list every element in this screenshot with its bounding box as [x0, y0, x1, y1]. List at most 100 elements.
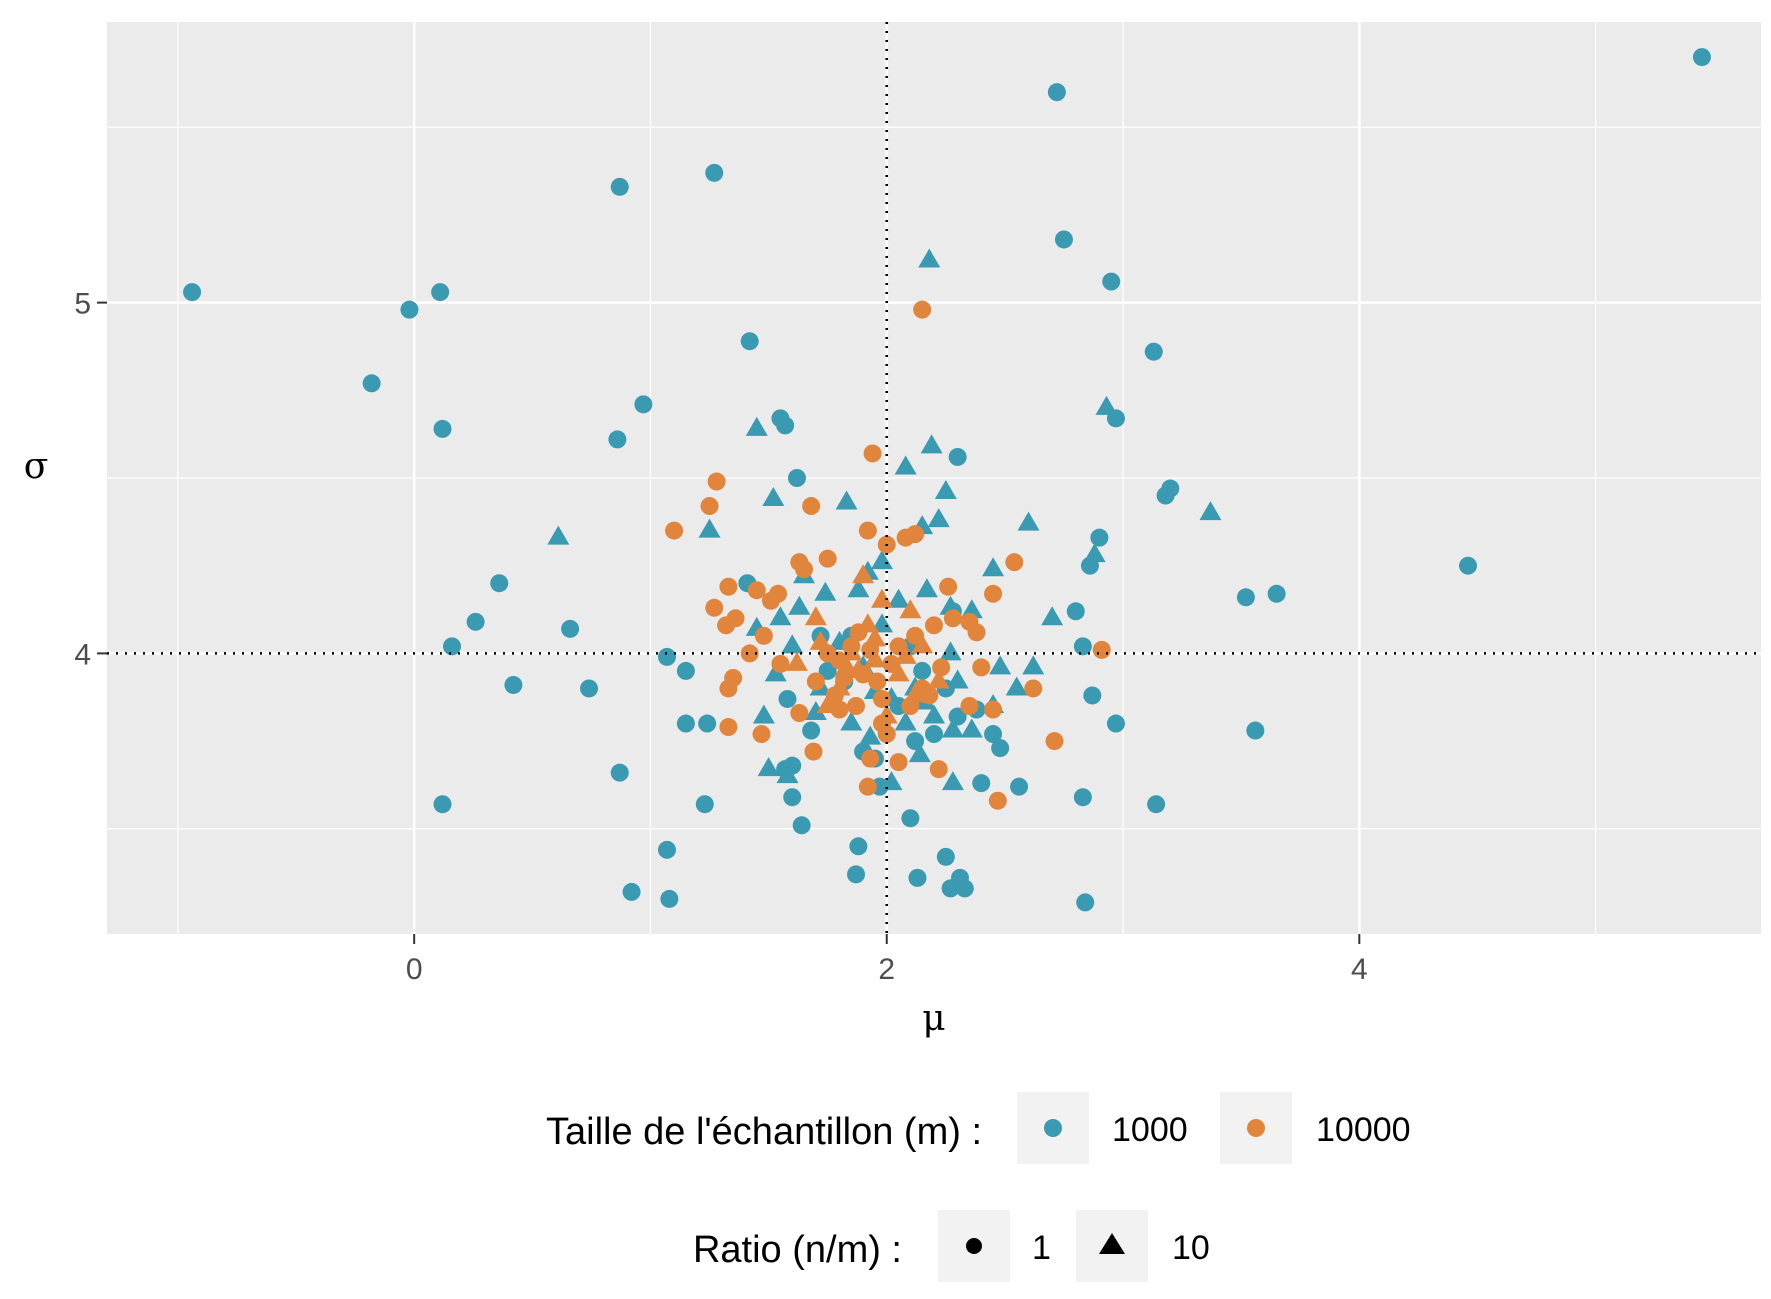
- data-point-circle: [960, 612, 979, 631]
- data-point-triangle: [847, 578, 870, 598]
- data-point-circle: [719, 718, 738, 737]
- data-point-circle: [1024, 679, 1043, 698]
- data-point-triangle: [941, 771, 964, 791]
- data-point-triangle: [785, 651, 808, 671]
- data-point-circle: [972, 774, 991, 793]
- data-point-circle: [778, 689, 797, 708]
- data-point-circle: [849, 837, 868, 856]
- data-point-triangle: [920, 434, 943, 454]
- data-point-triangle: [863, 627, 886, 647]
- data-point-circle: [1054, 230, 1073, 249]
- data-point-circle: [943, 609, 962, 628]
- data-point-triangle: [745, 416, 768, 436]
- data-point-circle: [972, 658, 991, 677]
- data-point-triangle: [894, 455, 917, 475]
- data-point-circle: [433, 419, 452, 438]
- data-point-circle: [433, 795, 452, 814]
- data-point-circle: [804, 742, 823, 761]
- data-point-circle: [1267, 584, 1286, 603]
- data-point-circle: [700, 497, 719, 516]
- data-point-circle: [740, 644, 759, 663]
- data-point-circle: [984, 725, 1003, 744]
- data-point-triangle: [788, 595, 811, 615]
- data-point-circle: [1076, 893, 1095, 912]
- data-point-circle: [806, 672, 825, 691]
- legend-key-ratio-10: [1099, 1233, 1125, 1254]
- data-point-circle: [504, 675, 523, 694]
- data-point-triangle: [1095, 395, 1118, 415]
- data-point-triangle: [816, 694, 839, 713]
- data-point-triangle: [894, 644, 917, 664]
- data-point-triangle: [934, 480, 957, 500]
- data-point-circle: [925, 616, 943, 635]
- y-tick-label: 5: [74, 288, 91, 321]
- legend-label-1000: 1000: [1112, 1111, 1188, 1149]
- data-point-circle: [1156, 486, 1175, 505]
- data-point-triangle: [814, 581, 837, 601]
- data-point-triangle: [989, 655, 1012, 675]
- data-points: [183, 48, 1711, 912]
- data-point-circle: [665, 521, 684, 540]
- data-point-triangle: [960, 718, 983, 738]
- legend-key-1000: [1044, 1119, 1062, 1137]
- data-point-triangle: [887, 588, 910, 608]
- data-point-triangle: [859, 725, 882, 745]
- y-axis-title: σ: [24, 446, 49, 487]
- data-point-circle: [868, 672, 887, 691]
- axis-ticks: 0 2 4 4 5: [74, 288, 1367, 986]
- data-point-triangle: [904, 683, 927, 703]
- minor-gridlines: [107, 22, 1761, 934]
- data-point-triangle: [804, 606, 827, 626]
- data-point-circle: [705, 598, 724, 617]
- data-point-circle: [802, 497, 821, 516]
- data-point-triangle: [911, 634, 934, 654]
- data-point-triangle: [757, 757, 780, 777]
- data-point-circle: [984, 700, 1003, 719]
- data-point-circle: [490, 574, 509, 593]
- data-point-circle: [913, 300, 932, 319]
- reference-lines: [107, 22, 1761, 934]
- data-point-triangle: [840, 711, 863, 731]
- data-point-circle: [740, 332, 759, 351]
- legend-label-ratio-1: 1: [1032, 1229, 1051, 1267]
- data-point-circle: [1090, 528, 1109, 547]
- data-point-circle: [676, 714, 695, 733]
- data-point-triangle: [939, 641, 962, 661]
- data-point-triangle: [1017, 511, 1040, 531]
- data-point-triangle: [781, 634, 804, 654]
- data-point-circle: [925, 725, 943, 744]
- data-point-circle: [754, 626, 773, 645]
- data-point-circle: [400, 300, 419, 319]
- data-point-circle: [863, 444, 882, 463]
- data-point-circle: [861, 749, 880, 768]
- data-point-circle: [1106, 714, 1125, 733]
- data-point-triangle: [871, 550, 894, 570]
- data-point-circle: [929, 760, 948, 779]
- data-point-circle: [1005, 553, 1024, 572]
- data-point-triangle: [982, 557, 1005, 577]
- data-point-triangle: [1041, 606, 1064, 626]
- data-point-triangle: [852, 564, 875, 584]
- data-point-triangle: [871, 588, 894, 608]
- data-point-triangle: [887, 662, 910, 682]
- color-legend: Taille de l'échantillon (m) : 1000 10000: [546, 1092, 1411, 1164]
- data-point-circle: [466, 612, 485, 631]
- data-point-triangle: [828, 676, 851, 696]
- data-point-circle: [790, 704, 809, 723]
- data-point-circle: [752, 725, 771, 744]
- data-point-circle: [991, 739, 1010, 758]
- data-point-circle: [1083, 686, 1102, 705]
- data-point-circle: [818, 661, 837, 680]
- data-point-circle: [858, 521, 877, 540]
- data-point-circle: [795, 560, 814, 579]
- data-point-triangle: [856, 613, 879, 633]
- x-tick-label: 2: [878, 953, 895, 986]
- data-point-triangle: [840, 641, 863, 661]
- data-point-triangle: [752, 704, 775, 724]
- data-point-triangle: [1005, 676, 1028, 696]
- data-point-triangle: [835, 655, 858, 675]
- data-point-circle: [771, 654, 790, 673]
- data-point-triangle: [946, 669, 969, 689]
- data-point-circle: [908, 868, 927, 887]
